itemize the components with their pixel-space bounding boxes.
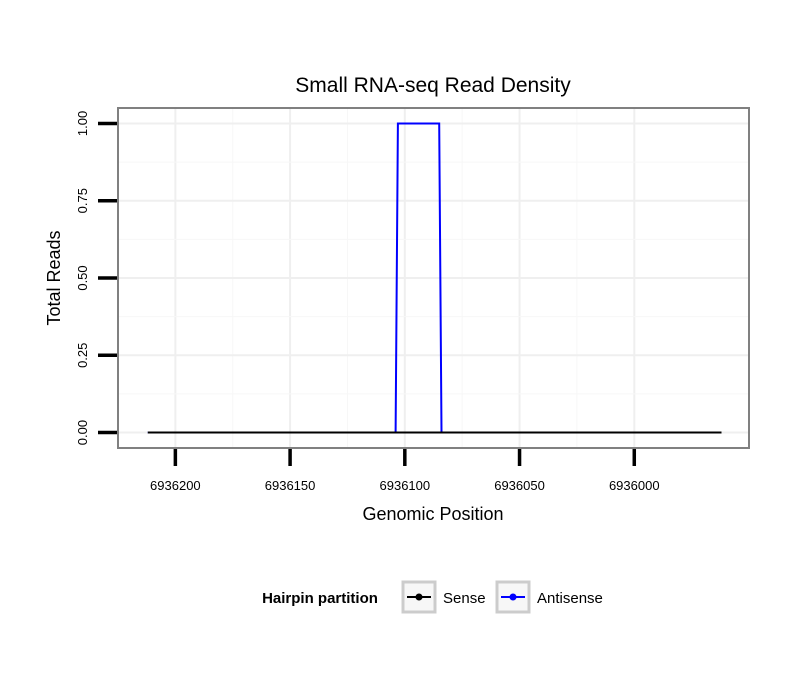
x-axis: 6936200 6936150 6936100 6936050 6936000 xyxy=(150,449,660,493)
chart-title: Small RNA-seq Read Density xyxy=(295,74,571,97)
x-tick-label: 6936150 xyxy=(265,478,316,493)
y-tick-label: 0.50 xyxy=(75,265,90,290)
x-tick-label: 6936100 xyxy=(380,478,431,493)
y-axis-title: Total Reads xyxy=(44,230,64,325)
x-tick-label: 6936200 xyxy=(150,478,201,493)
legend-label-antisense: Antisense xyxy=(537,590,603,607)
legend: Hairpin partition Sense Antisense xyxy=(262,580,603,614)
grid xyxy=(118,108,749,448)
y-axis: 0.00 0.25 0.50 0.75 1.00 xyxy=(75,111,117,445)
legend-label-sense: Sense xyxy=(443,590,486,607)
legend-title: Hairpin partition xyxy=(262,590,378,607)
y-tick-label: 0.00 xyxy=(75,420,90,445)
series-group xyxy=(147,122,722,434)
legend-marker-sense xyxy=(415,593,423,601)
y-tick-label: 1.00 xyxy=(75,111,90,136)
x-tick-label: 6936000 xyxy=(609,478,660,493)
x-tick-label: 6936050 xyxy=(494,478,545,493)
y-tick-label: 0.75 xyxy=(75,188,90,213)
x-axis-title: Genomic Position xyxy=(362,504,503,524)
plot-panel xyxy=(117,107,750,449)
y-tick-label: 0.25 xyxy=(75,343,90,368)
legend-marker-antisense xyxy=(509,593,517,601)
